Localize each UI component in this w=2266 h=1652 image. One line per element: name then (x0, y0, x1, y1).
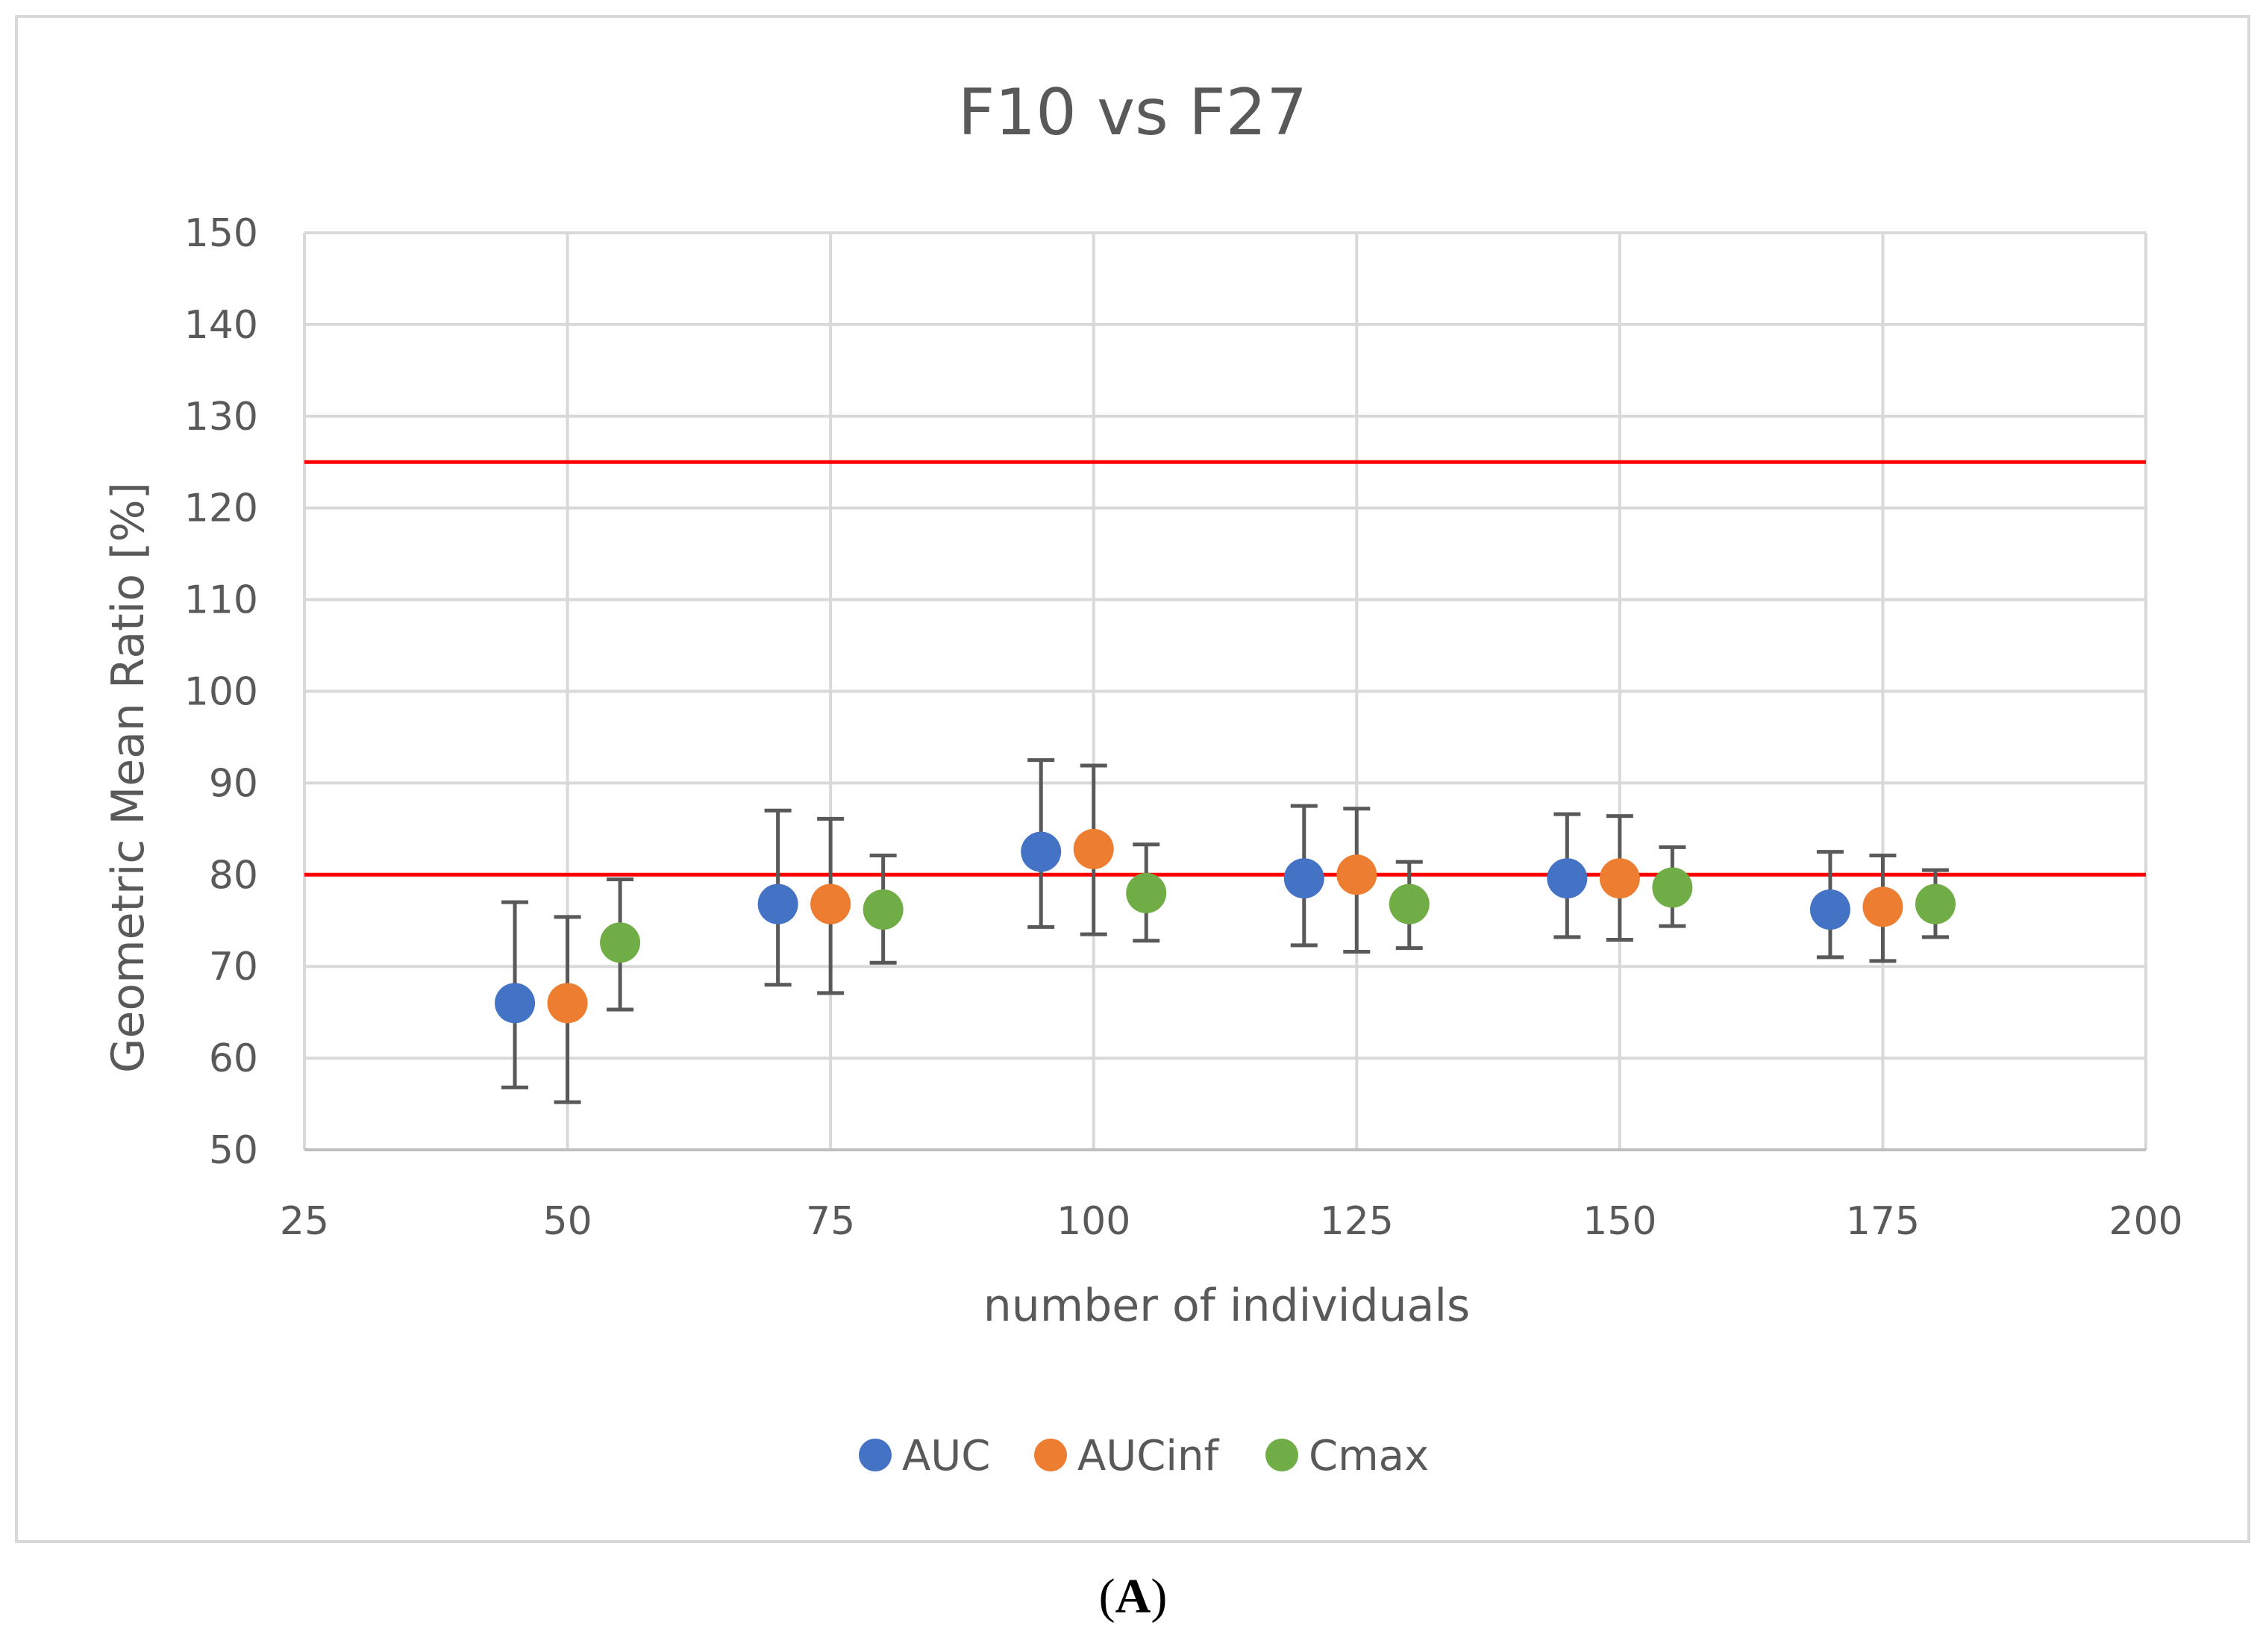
y-tick-label-120: 120 (184, 486, 258, 531)
y-tick-label-80: 80 (209, 853, 258, 898)
point-cmax-155 (1652, 867, 1693, 908)
point-aucinf-175 (1862, 886, 1903, 927)
point-auc-145 (1547, 858, 1588, 899)
y-tick-label-50: 50 (209, 1128, 258, 1173)
point-auc-170 (1809, 889, 1850, 930)
y-tick-label-150: 150 (184, 211, 258, 256)
x-tick-label-175: 175 (1846, 1199, 1920, 1244)
point-auc-120 (1283, 858, 1324, 899)
legend-label-cmax: Cmax (1309, 1432, 1429, 1480)
legend-marker-auc (859, 1439, 892, 1471)
x-tick-label-75: 75 (806, 1199, 855, 1244)
data-points (495, 828, 1956, 1024)
y-axis-label: Geometric Mean Ratio [%] (102, 482, 154, 1073)
point-aucinf-75 (810, 883, 851, 924)
y-tick-label-70: 70 (209, 945, 258, 989)
reference-lines (304, 460, 2146, 877)
y-tick-label-130: 130 (184, 395, 258, 439)
panel-label-open: ( (1098, 1569, 1115, 1624)
point-auc-45 (495, 983, 536, 1024)
legend: AUC AUCinf Cmax (859, 1432, 1429, 1480)
legend-label-aucinf: AUCinf (1077, 1432, 1219, 1480)
legend-marker-cmax (1265, 1439, 1298, 1471)
point-cmax-105 (1126, 872, 1167, 913)
point-cmax-80 (863, 889, 904, 930)
chart-title: F10 vs F27 (958, 75, 1307, 150)
x-tick-label-100: 100 (1057, 1199, 1130, 1244)
x-tick-label-150: 150 (1583, 1199, 1656, 1244)
error-bars (501, 758, 1949, 1104)
x-tick-label-50: 50 (542, 1199, 592, 1244)
legend-marker-aucinf (1034, 1439, 1067, 1471)
panel-label-letter: A (1115, 1569, 1151, 1624)
x-axis-ticks: 25 50 75 100 125 150 175 200 (280, 1199, 2183, 1244)
y-tick-label-90: 90 (209, 761, 258, 806)
legend-label-auc: AUC (902, 1432, 990, 1480)
point-auc-95 (1021, 831, 1062, 872)
y-axis-ticks: 50 60 70 80 90 100 110 120 130 140 150 (184, 211, 258, 1173)
x-tick-label-25: 25 (280, 1199, 329, 1244)
chart-frame (15, 15, 2250, 1543)
y-tick-label-110: 110 (184, 578, 258, 623)
point-cmax-130 (1389, 883, 1430, 924)
point-aucinf-100 (1073, 828, 1114, 869)
grid-lines (303, 231, 2147, 1151)
panel-label: (A) (0, 1568, 2266, 1625)
x-axis-label: number of individuals (983, 1280, 1471, 1332)
point-auc-70 (757, 883, 798, 924)
y-tick-label-100: 100 (184, 670, 258, 715)
point-cmax-180 (1915, 883, 1956, 924)
point-cmax-55 (600, 922, 641, 963)
point-aucinf-150 (1599, 858, 1640, 899)
y-tick-label-60: 60 (209, 1036, 258, 1081)
x-tick-label-125: 125 (1320, 1199, 1394, 1244)
panel-label-close: ) (1151, 1569, 1168, 1624)
point-aucinf-125 (1336, 854, 1377, 895)
y-tick-label-140: 140 (184, 303, 258, 348)
point-aucinf-50 (547, 983, 588, 1024)
x-tick-label-200: 200 (2109, 1199, 2182, 1244)
